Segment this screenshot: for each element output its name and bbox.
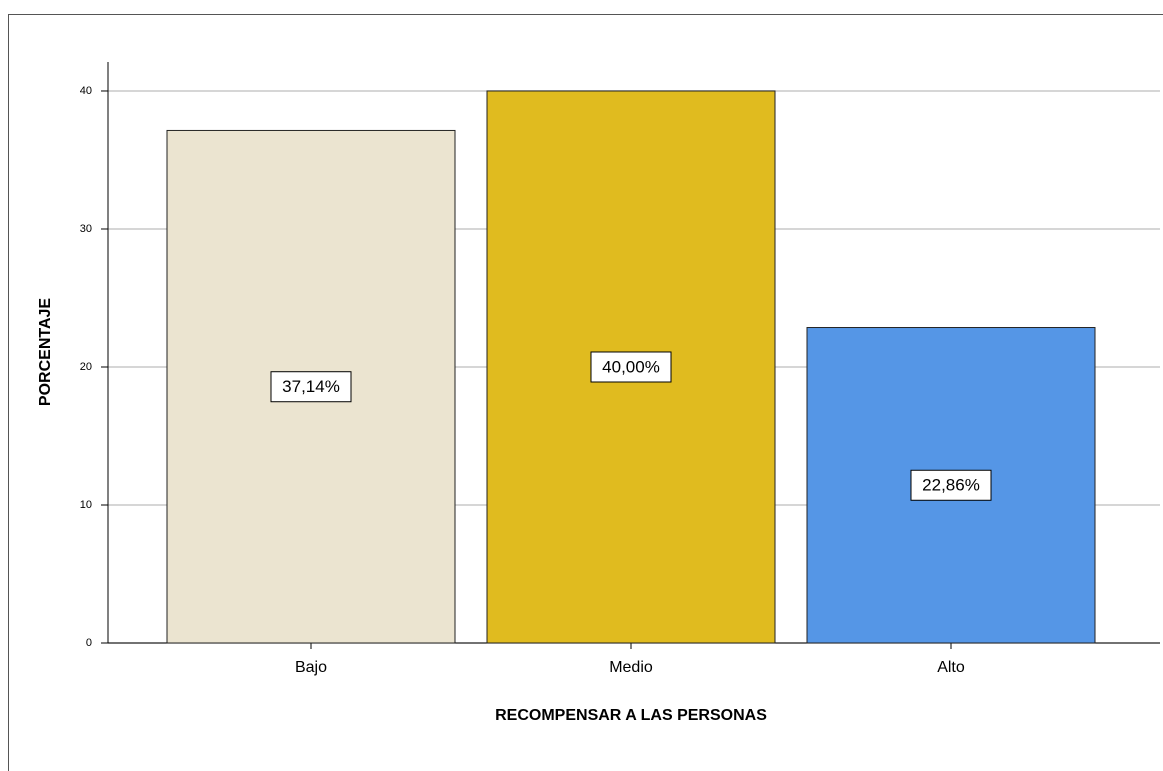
value-label-box xyxy=(910,469,992,501)
x-tick-label: Alto xyxy=(937,659,965,676)
value-label: 37,14% xyxy=(282,377,340,396)
value-label: 22,86% xyxy=(922,476,980,495)
x-tick-label: Bajo xyxy=(295,659,327,676)
frame xyxy=(8,14,1163,771)
x-tick-label: Medio xyxy=(609,659,653,676)
y-tick-label: 30 xyxy=(80,223,92,235)
y-tick-label: 10 xyxy=(80,499,92,511)
y-tick-label: 0 xyxy=(86,637,92,649)
value-label-box xyxy=(590,351,672,383)
y-axis-title: PORCENTAJE xyxy=(37,298,54,406)
value-label: 40,00% xyxy=(602,357,660,376)
y-tick-label: 20 xyxy=(80,361,92,373)
value-label-box xyxy=(270,371,352,403)
y-tick-label: 40 xyxy=(80,85,92,97)
x-axis-title: RECOMPENSAR A LAS PERSONAS xyxy=(495,707,767,724)
